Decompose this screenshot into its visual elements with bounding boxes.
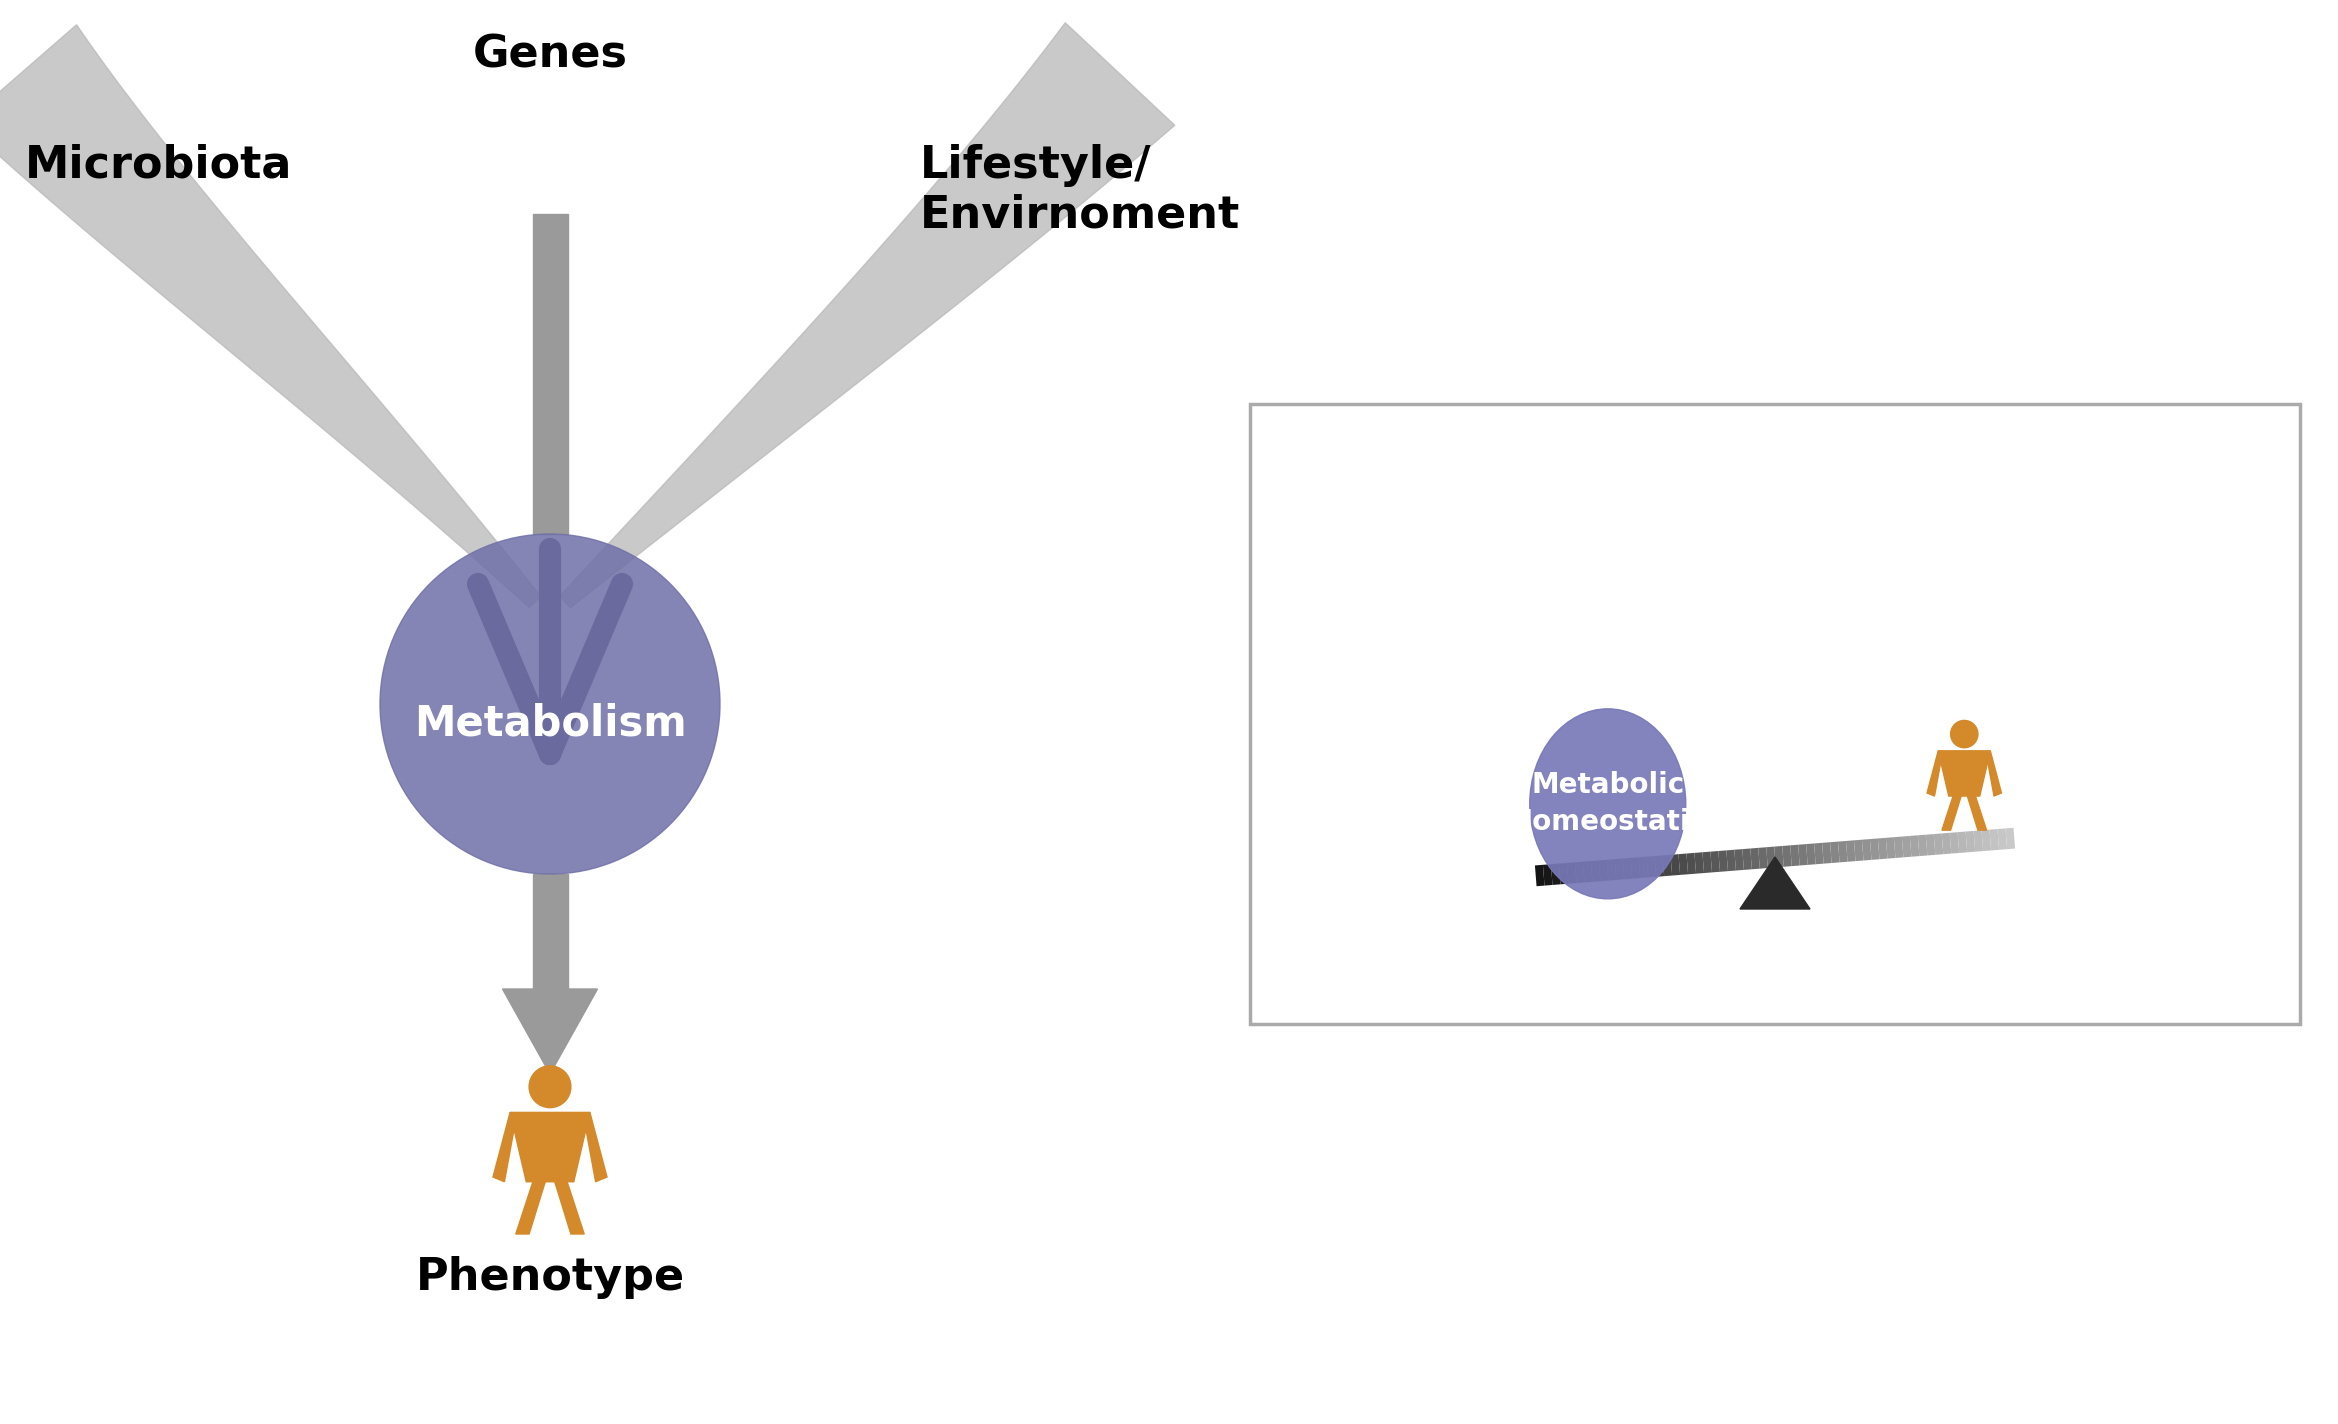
Polygon shape — [503, 990, 599, 1074]
Polygon shape — [1739, 857, 1810, 909]
FancyBboxPatch shape — [1251, 404, 2301, 1024]
Polygon shape — [533, 874, 568, 990]
Circle shape — [381, 534, 720, 874]
Ellipse shape — [1529, 709, 1686, 899]
Polygon shape — [517, 1182, 545, 1235]
Polygon shape — [584, 1112, 608, 1182]
Polygon shape — [493, 1112, 517, 1182]
Polygon shape — [1938, 750, 1990, 796]
Polygon shape — [1927, 750, 1943, 796]
Polygon shape — [510, 1112, 589, 1182]
Text: Phenotype: Phenotype — [416, 1256, 685, 1299]
Polygon shape — [1987, 750, 2001, 796]
Polygon shape — [559, 23, 1174, 608]
Text: Microbiota: Microbiota — [26, 144, 292, 187]
Circle shape — [1950, 721, 1978, 748]
Text: Metabolic
Homeostatis: Metabolic Homeostatis — [1510, 772, 1707, 836]
Circle shape — [528, 1065, 570, 1108]
Polygon shape — [1966, 796, 1987, 830]
Polygon shape — [0, 24, 540, 608]
Text: Lifestyle/
Envirnoment: Lifestyle/ Envirnoment — [919, 144, 1239, 236]
Text: Metabolism: Metabolism — [414, 703, 687, 745]
Text: Genes: Genes — [472, 34, 627, 77]
Polygon shape — [554, 1182, 584, 1235]
Polygon shape — [533, 214, 568, 534]
Polygon shape — [1943, 796, 1962, 830]
